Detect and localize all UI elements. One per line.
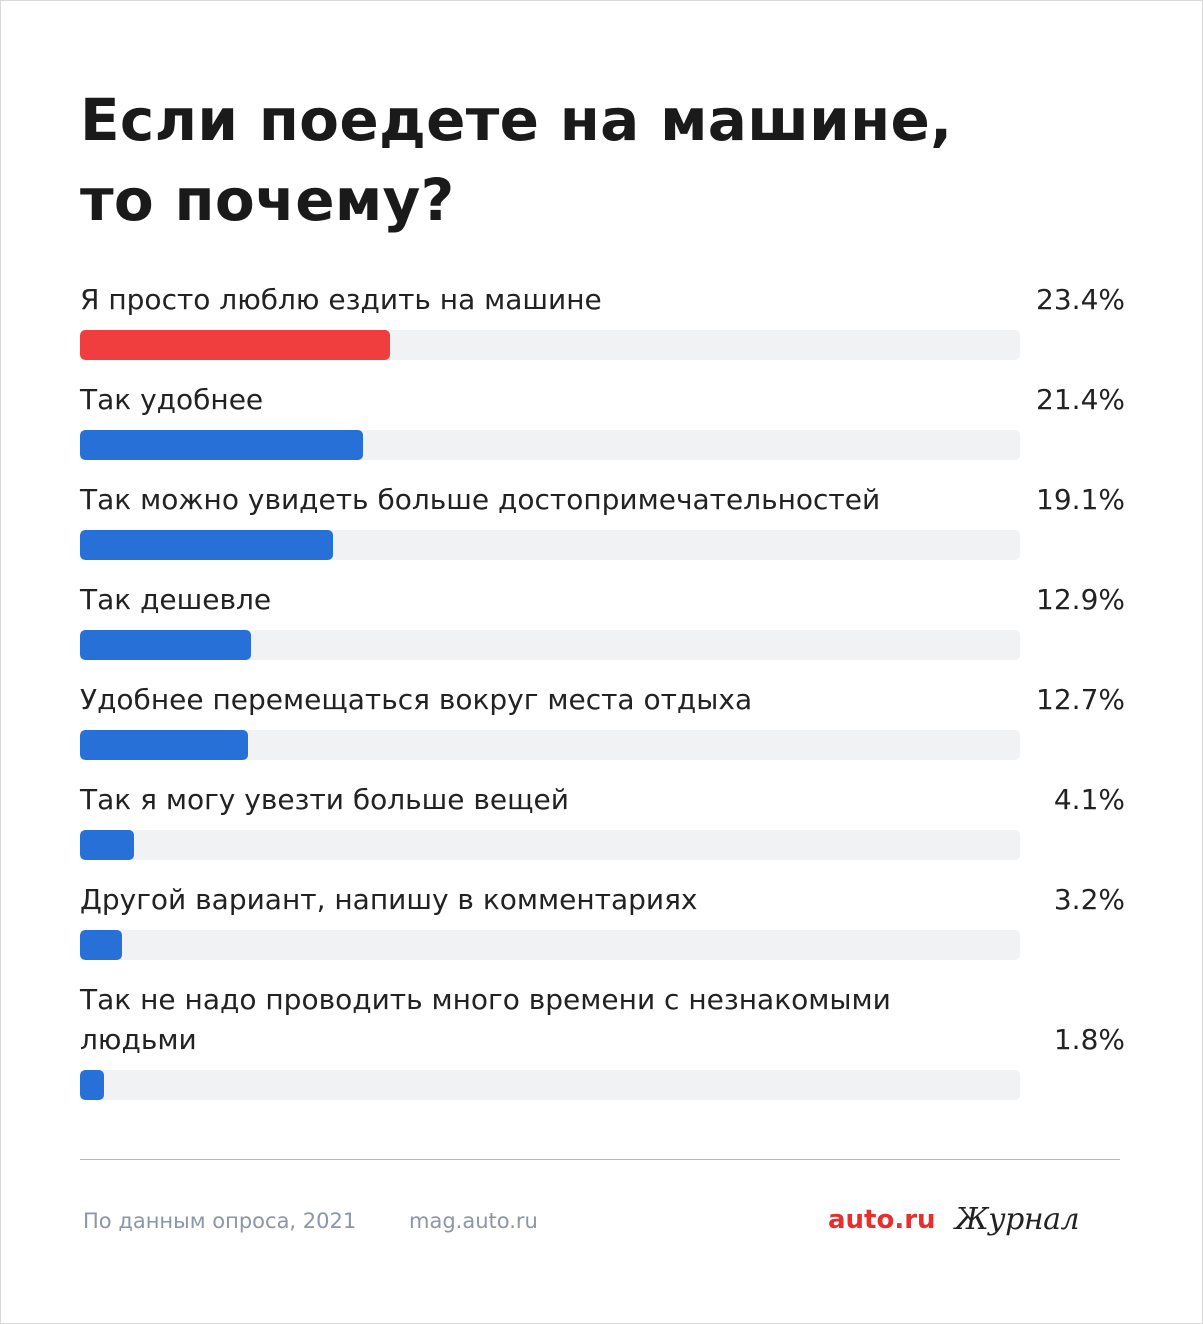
bar-row-header: Так удобнее 21.4% xyxy=(80,380,1125,420)
bar-chart: Я просто люблю ездить на машине 23.4% Так … xyxy=(80,280,1125,1100)
bar-value-label: 12.7% xyxy=(1036,683,1125,716)
bar-row-header: Так не надо проводить много времени с не… xyxy=(80,980,1125,1060)
bar-value-label: 21.4% xyxy=(1036,383,1125,416)
bar-row: Так удобнее 21.4% xyxy=(80,380,1125,460)
bar-row: Так не надо проводить много времени с не… xyxy=(80,980,1125,1100)
bar-track xyxy=(80,1070,1020,1100)
brand-logo-journal: Журнал xyxy=(955,1202,1080,1237)
bar-value-label: 1.8% xyxy=(1053,1023,1125,1056)
bar xyxy=(80,630,251,660)
bar-row-header: Я просто люблю ездить на машине 23.4% xyxy=(80,280,1125,320)
bar-row-header: Удобнее перемещаться вокруг места отдыха… xyxy=(80,680,1125,720)
bar xyxy=(80,930,122,960)
bar-label: Я просто люблю ездить на машине xyxy=(80,283,602,316)
bar-row-header: Так я могу увезти больше вещей 4.1% xyxy=(80,780,1125,820)
bar-value-label: 19.1% xyxy=(1036,483,1125,516)
bar-row: Удобнее перемещаться вокруг места отдыха… xyxy=(80,680,1125,760)
bar-value-label: 4.1% xyxy=(1053,783,1125,816)
bar-label: Так дешевле xyxy=(80,583,272,616)
bar-value-label: 3.2% xyxy=(1053,883,1125,916)
bar-value-label: 23.4% xyxy=(1036,283,1125,316)
bar xyxy=(80,330,390,360)
bar xyxy=(80,730,248,760)
bar-row: Я просто люблю ездить на машине 23.4% xyxy=(80,280,1125,360)
bar-row: Так дешевле 12.9% xyxy=(80,580,1125,660)
bar-label: Удобнее перемещаться вокруг места отдыха xyxy=(80,683,753,716)
source-note: По данным опроса, 2021 xyxy=(83,1209,357,1233)
bar-row: Другой вариант, напишу в комментариях 3.2… xyxy=(80,880,1125,960)
footer-divider xyxy=(80,1159,1120,1160)
chart-title: Если поедете на машине, то почему? xyxy=(80,80,1080,240)
bar-row: Так можно увидеть больше достопримечател… xyxy=(80,480,1125,560)
bar-track xyxy=(80,930,1020,960)
bar-row-header: Другой вариант, напишу в комментариях 3.2… xyxy=(80,880,1125,920)
bar xyxy=(80,530,333,560)
bar-track xyxy=(80,830,1020,860)
bar-row: Так я могу увезти больше вещей 4.1% xyxy=(80,780,1125,860)
bar-label: Так удобнее xyxy=(80,383,264,416)
bar-track xyxy=(80,430,1020,460)
bar-track xyxy=(80,330,1020,360)
bar-track xyxy=(80,530,1020,560)
site-link[interactable]: mag.auto.ru xyxy=(409,1209,538,1233)
bar xyxy=(80,830,134,860)
bar-track xyxy=(80,730,1020,760)
bar-label: Так я могу увезти больше вещей xyxy=(80,783,569,816)
bar xyxy=(80,430,363,460)
bar-label: Так не надо проводить много времени с не… xyxy=(80,983,891,1056)
bar-value-label: 12.9% xyxy=(1036,583,1125,616)
title-line-2: то почему? xyxy=(80,166,455,234)
brand-logo-auto: auto.ru xyxy=(828,1205,936,1235)
bar-track xyxy=(80,630,1020,660)
title-line-1: Если поедете на машине, xyxy=(80,86,953,154)
bar xyxy=(80,1070,104,1100)
bar-label: Другой вариант, напишу в комментариях xyxy=(80,883,698,916)
bar-label: Так можно увидеть больше достопримечател… xyxy=(80,483,881,516)
bar-row-header: Так можно увидеть больше достопримечател… xyxy=(80,480,1125,520)
bar-row-header: Так дешевле 12.9% xyxy=(80,580,1125,620)
